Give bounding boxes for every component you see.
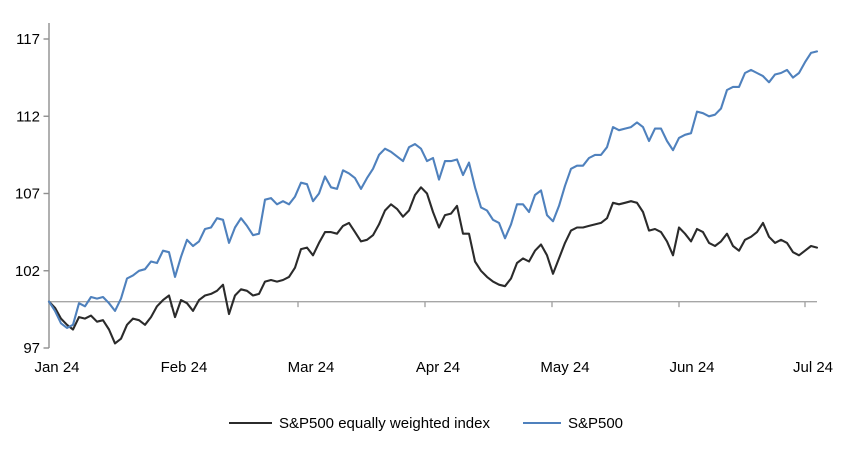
x-tick-label: Jan 24 (34, 359, 79, 376)
sp500-series-line (47, 50, 819, 329)
legend-item-equal-weight: S&P500 equally weighted index (228, 414, 490, 432)
x-tick-label: Feb 24 (161, 359, 208, 376)
legend-item-sp500: S&P500 (522, 414, 624, 432)
x-tick-label: Jun 24 (669, 359, 714, 376)
x-tick-label: May 24 (540, 359, 589, 376)
legend-label-equal-weight: S&P500 equally weighted index (278, 414, 490, 432)
y-tick-label: 97 (23, 340, 40, 357)
chart-legend: S&P500 equally weighted index S&P500 (0, 411, 852, 435)
equal-weight-line-swatch (228, 422, 272, 424)
sp500-line-swatch (522, 422, 561, 424)
y-tick-label: 107 (15, 186, 40, 203)
legend-label-sp500: S&P500 (567, 414, 624, 432)
x-tick-label: Apr 24 (416, 359, 460, 376)
y-tick-label: 112 (16, 108, 40, 125)
y-tick-label: 102 (15, 263, 40, 280)
y-tick-label: 117 (16, 31, 40, 48)
equal-weight-series-line (47, 186, 819, 345)
x-tick-label: Jul 24 (793, 359, 833, 376)
x-tick-label: Mar 24 (288, 359, 335, 376)
